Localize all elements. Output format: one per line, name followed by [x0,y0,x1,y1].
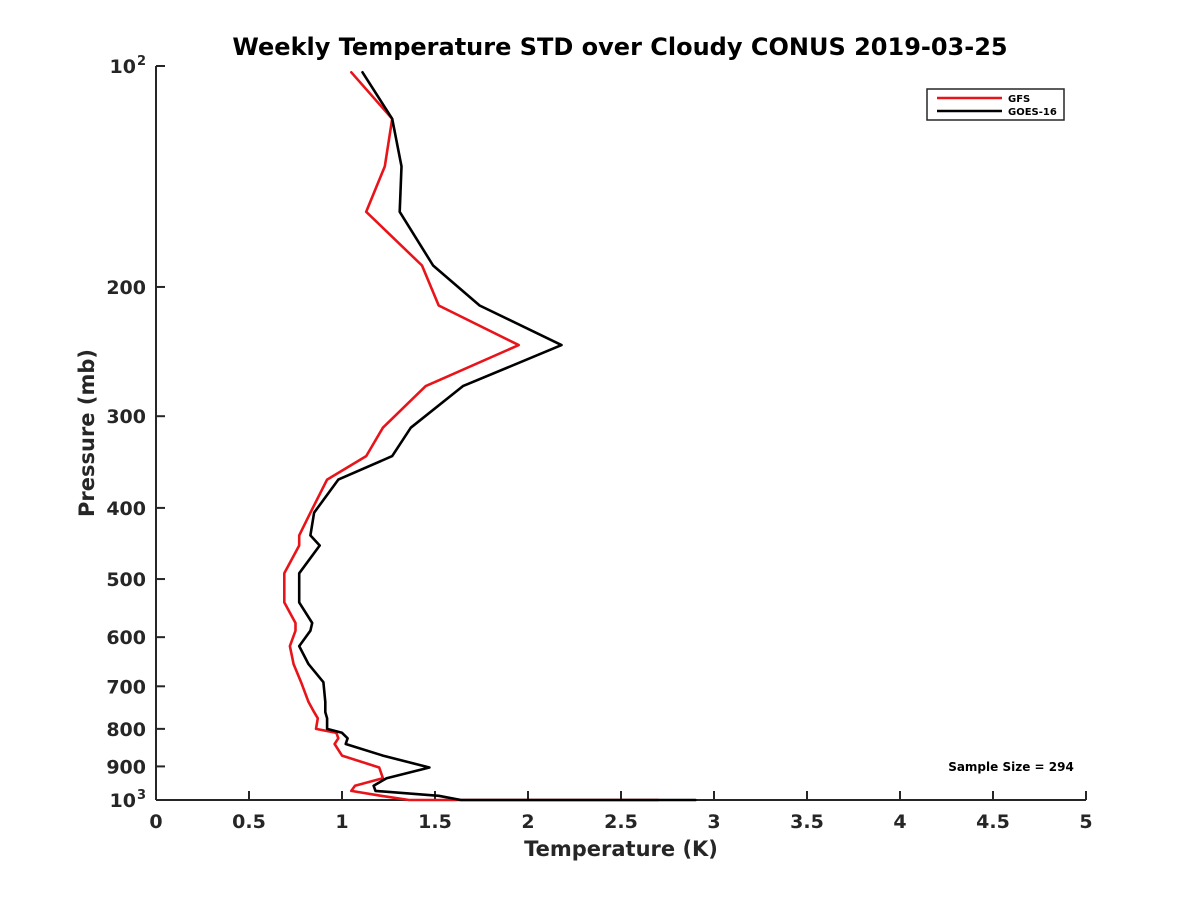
x-axis-label: Temperature (K) [524,837,718,861]
x-tick-label: 1 [335,811,348,833]
y-tick-exponent: 3 [137,788,146,803]
legend-box [926,88,1065,121]
x-tick-label: 0.5 [232,811,266,833]
y-tick-label: 300 [106,406,146,428]
x-tick-label: 5 [1079,811,1092,833]
y-tick-label: 10 [110,790,136,812]
y-tick-label: 800 [106,719,146,741]
x-tick-label: 0 [149,811,162,833]
x-tick-label: 2 [521,811,534,833]
legend-label-gfs: GFS [1008,94,1030,105]
x-tick-label: 1.5 [418,811,452,833]
series-line-goes16 [297,71,697,802]
series-line-gfs [282,71,660,802]
y-tick-label: 400 [106,498,146,520]
legend-label-goes16: GOES-16 [1008,107,1057,118]
y-tick-label: 700 [106,676,146,698]
y-tick-exponent: 2 [137,54,146,69]
sample-size-annotation: Sample Size = 294 [948,760,1074,774]
y-tick-label: 200 [106,277,146,299]
plot-frame [155,66,1086,801]
y-axis-label: Pressure (mb) [75,349,99,517]
x-tick-label: 2.5 [604,811,638,833]
y-tick-label: 900 [106,756,146,778]
y-tick-label: 600 [106,627,146,649]
chart-title: Weekly Temperature STD over Cloudy CONUS… [232,33,1007,61]
legend: GFS GOES-16 [926,88,1065,121]
series-lines [282,71,697,802]
y-tick-label: 500 [106,569,146,591]
x-tick-label: 3 [707,811,720,833]
x-tick-label: 3.5 [790,811,824,833]
y-tick-label: 10 [110,56,136,78]
x-tick-label: 4.5 [976,811,1010,833]
x-ticks: 0 0.5 1 1.5 2 2.5 3 3.5 4 4.5 5 [149,791,1093,833]
x-tick-label: 4 [893,811,906,833]
